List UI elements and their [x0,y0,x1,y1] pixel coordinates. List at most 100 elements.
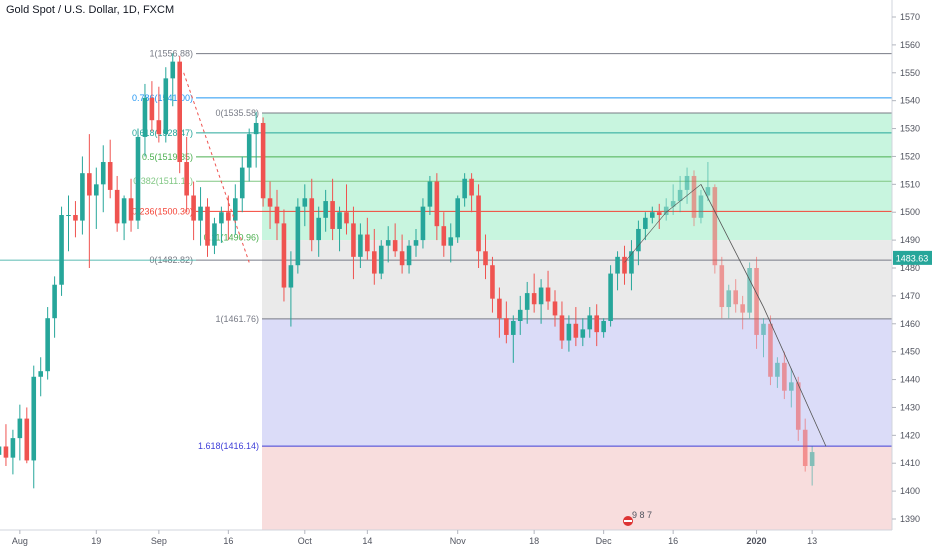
candle [114,175,120,232]
time-tick-label: 16 [223,536,233,546]
candle [622,245,627,285]
candle-body [538,287,544,305]
candle-body [295,206,301,266]
candle-body [358,234,363,257]
candle-body [163,78,169,135]
candle [580,318,586,347]
candle-body [719,265,725,308]
candle [531,273,537,313]
candle-body [38,371,43,377]
candle-body [677,189,683,202]
last-price-tag [893,250,932,265]
candle-body [434,181,440,227]
candle-body [365,234,370,252]
price-tick-label: 1440 [900,375,920,385]
candle-body [768,323,773,377]
candle-body [31,376,37,461]
candle-body [10,438,16,458]
candle-body [121,198,127,224]
candle-body [469,178,474,196]
candle [566,315,572,352]
candle-body [212,223,217,246]
candle-body [441,226,447,246]
candle [246,128,252,182]
candle-body [177,61,182,163]
time-tick-label: Nov [450,536,467,546]
candle [323,189,328,232]
time-tick-label: Sep [151,536,167,546]
candle [219,206,224,243]
candle [87,134,92,268]
candle [469,173,474,213]
candle [344,184,349,235]
candle-body [580,329,586,338]
candle-body [476,195,481,252]
candle [761,318,766,358]
candle-body [239,167,245,199]
candle-body [80,173,85,221]
candle [281,209,287,302]
candle [511,315,516,363]
candle-body [455,198,460,238]
candle [809,446,815,486]
fib-extension-zone [262,112,892,241]
fib-retracement-label: 1(1556.88) [149,49,193,59]
candle [267,181,273,229]
candle [399,234,405,274]
candle [775,357,780,388]
candle [795,376,801,441]
fib-extension-label: 0(1535.58) [215,108,259,118]
candle-body [643,217,648,229]
candle [559,301,565,349]
candle-body [100,162,106,185]
candle-body [462,178,467,199]
candle-body [344,212,349,224]
candle-body [281,223,287,288]
price-tick-label: 1390 [900,514,920,524]
candle [663,198,669,221]
candle-body [517,309,523,321]
candle [712,184,718,274]
candle-body [782,362,787,391]
candle-body [511,320,516,335]
candle-body [747,268,752,313]
candle-body [552,301,558,316]
time-tick-label: 16 [668,536,678,546]
candle [239,156,245,213]
price-tick-label: 1570 [900,12,920,22]
fib-extension-zone [262,318,892,447]
candle-body [490,265,495,299]
candle-body [622,256,627,274]
candle-body [24,418,30,461]
candle-body [156,120,162,135]
price-tick-label: 1470 [900,291,920,301]
candle [601,318,606,338]
time-tick-label: Aug [12,536,28,546]
candle [288,251,294,327]
candle-body [142,97,148,137]
candle [434,173,440,241]
candle [177,56,182,174]
price-tick-label: 1460 [900,319,920,329]
candle [94,167,99,229]
candle [587,307,593,338]
price-tick-label: 1530 [900,124,920,134]
candle [73,201,78,238]
candle [698,189,704,224]
candle [253,111,259,168]
candle-body [740,304,745,313]
candle [385,226,391,263]
candle-body [330,201,335,229]
candle [517,295,523,335]
candle-body [205,206,210,246]
candle [226,195,231,241]
candle [802,418,808,472]
candle-body [670,201,676,207]
candle-body [733,290,738,305]
candle [128,178,134,232]
price-tick-label: 1400 [900,486,920,496]
candle [782,351,787,400]
candle [573,307,579,347]
candle [705,162,711,202]
